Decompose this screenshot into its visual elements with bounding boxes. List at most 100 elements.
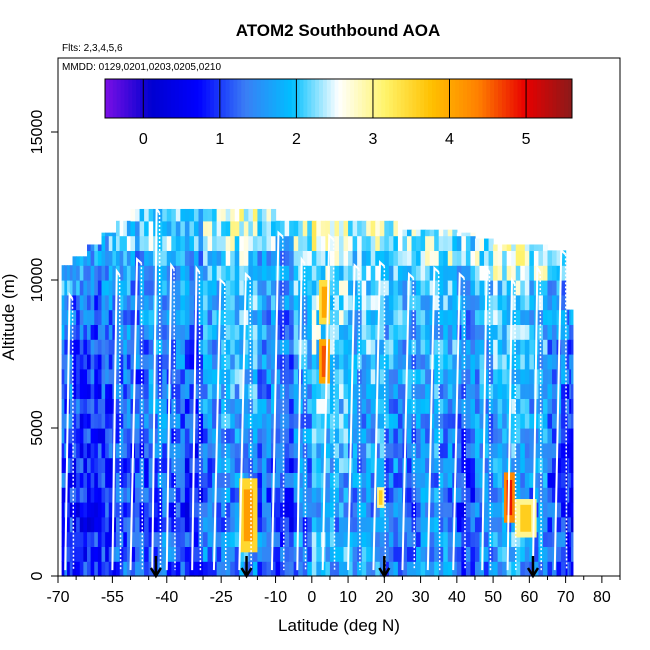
heatmap-cell xyxy=(76,472,81,488)
heatmap-cell xyxy=(289,516,295,533)
heatmap-cell xyxy=(221,413,227,429)
colorbar-segment xyxy=(303,79,308,118)
heatmap-cell xyxy=(352,516,358,533)
heatmap-cell xyxy=(130,220,136,237)
heatmap-cell xyxy=(184,531,191,547)
heatmap-cell xyxy=(212,265,218,281)
x-tick-label: 30 xyxy=(412,589,430,606)
heatmap-cell xyxy=(384,220,390,237)
heatmap-cell xyxy=(361,487,367,503)
heatmap-cell xyxy=(406,235,413,251)
heatmap-cell xyxy=(520,250,526,266)
heatmap-cell xyxy=(429,531,435,547)
heatmap-cell xyxy=(87,546,92,562)
heatmap-cell xyxy=(230,502,236,518)
heatmap-cell xyxy=(484,413,490,429)
heatmap-cell xyxy=(447,442,453,459)
heatmap-cell xyxy=(203,516,209,533)
heatmap-cell xyxy=(189,383,195,399)
heatmap-cell xyxy=(76,324,81,340)
heatmap-cell xyxy=(393,531,399,547)
heatmap-cell xyxy=(257,398,263,414)
heatmap-cell xyxy=(123,339,128,355)
heatmap-cell xyxy=(370,472,376,488)
heatmap-cell xyxy=(216,442,222,459)
heatmap-cell xyxy=(153,368,159,385)
heatmap-cell xyxy=(352,368,358,385)
heatmap-cell xyxy=(257,531,263,547)
heatmap-cell xyxy=(420,324,426,340)
heatmap-cell xyxy=(320,442,326,459)
heatmap-cell xyxy=(515,280,521,296)
colorbar-segment xyxy=(556,79,561,118)
colorbar-segment xyxy=(466,79,472,118)
heatmap-cell xyxy=(524,309,530,325)
heatmap-cell xyxy=(533,244,540,251)
heatmap-cell xyxy=(502,250,508,266)
colorbar-segment xyxy=(206,79,211,118)
heatmap-cell xyxy=(175,368,181,385)
heatmap-cell xyxy=(257,502,263,518)
heatmap-cell xyxy=(203,250,209,266)
heatmap-cell xyxy=(139,294,145,311)
heatmap-cell xyxy=(443,457,449,473)
heatmap-cell xyxy=(506,324,512,340)
heatmap-cell xyxy=(123,324,128,340)
heatmap-cell xyxy=(252,235,259,251)
heatmap-cell xyxy=(72,339,77,355)
heatmap-cell xyxy=(284,561,290,577)
heatmap-cell xyxy=(271,413,277,429)
heatmap-cell xyxy=(411,457,417,473)
heatmap-cell xyxy=(497,324,503,340)
heatmap-cell xyxy=(94,502,99,518)
heatmap-cell xyxy=(243,339,249,355)
flight-profile-line xyxy=(531,265,542,571)
heatmap-cell xyxy=(180,502,186,518)
heatmap-cell xyxy=(348,516,354,533)
heatmap-cell xyxy=(552,368,558,385)
heatmap-cell xyxy=(123,250,128,266)
heatmap-cell xyxy=(393,442,399,459)
heatmap-cell xyxy=(547,294,553,311)
heatmap-cell xyxy=(465,354,472,370)
heatmap-cell xyxy=(452,265,458,281)
heatmap-cell xyxy=(434,368,440,385)
heatmap-cell xyxy=(515,250,521,266)
heatmap-cell xyxy=(153,472,159,488)
heatmap-cell xyxy=(166,294,172,311)
heatmap-cell xyxy=(370,339,376,355)
heatmap-cell xyxy=(293,413,299,429)
heatmap-cell xyxy=(135,309,141,325)
colorbar-segment xyxy=(439,79,445,118)
heatmap-cell xyxy=(361,265,367,281)
heatmap-cell xyxy=(352,531,358,547)
heatmap-cell xyxy=(493,457,499,473)
heatmap-cell xyxy=(416,339,422,355)
heatmap-cell xyxy=(538,339,544,355)
heatmap-cell xyxy=(443,250,449,266)
heatmap-cell xyxy=(416,265,422,281)
heatmap-cell xyxy=(406,309,413,325)
heatmap-cell xyxy=(261,561,268,577)
heatmap-cell xyxy=(479,280,485,296)
heatmap-cell xyxy=(334,354,340,370)
colorbar-segment xyxy=(392,79,398,118)
heatmap-cell xyxy=(207,339,213,355)
heatmap-cell xyxy=(130,265,136,281)
heatmap-cell xyxy=(180,354,186,370)
heatmap-cell xyxy=(470,457,476,473)
heatmap-cell xyxy=(434,339,440,355)
colorbar-segment xyxy=(501,79,507,118)
x-tick-label: 70 xyxy=(557,589,575,606)
heatmap-cell xyxy=(148,265,154,281)
heatmap-cell xyxy=(243,413,249,429)
heatmap-cell xyxy=(425,309,431,325)
heatmap-cell xyxy=(180,398,186,414)
heatmap-cell xyxy=(447,229,453,237)
heatmap-cell xyxy=(438,309,444,325)
colorbar-segment xyxy=(284,79,289,118)
heatmap-cell xyxy=(361,531,367,547)
heatmap-cell xyxy=(225,368,231,385)
heatmap-cell xyxy=(148,383,154,399)
heatmap-cell xyxy=(225,561,231,577)
